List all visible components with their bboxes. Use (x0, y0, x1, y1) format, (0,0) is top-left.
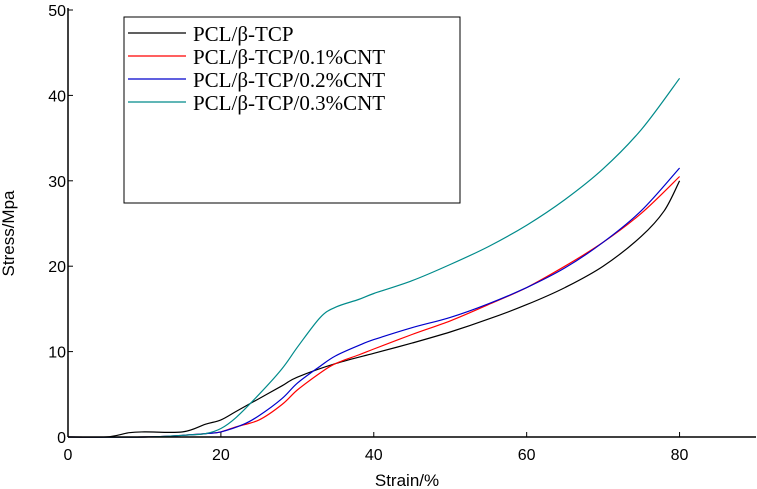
series-line-3 (67, 167, 681, 438)
y-axis-title: Stress/Mpa (0, 190, 18, 277)
y-axis-ticks: 0 10 20 30 40 50 (48, 3, 73, 447)
x-tick-label: 20 (212, 447, 230, 464)
legend: PCL/β-TCPPCL/β-TCP/0.1%CNTPCL/β-TCP/0.2%… (123, 16, 461, 204)
y-tick-label: 40 (48, 88, 66, 105)
series-lines (67, 77, 681, 438)
legend-box (123, 16, 461, 204)
legend-label-4: PCL/β-TCP/0.3%CNT (193, 91, 385, 115)
y-tick-label: 0 (57, 430, 66, 447)
y-tick-label: 30 (48, 174, 66, 191)
y-tick-label: 10 (48, 345, 66, 362)
x-tick-label: 0 (64, 447, 73, 464)
y-tick-label: 20 (48, 259, 66, 276)
x-tick-label: 80 (671, 447, 689, 464)
x-axis-ticks: 0 20 40 60 80 (64, 432, 689, 464)
y-tick-label: 50 (48, 3, 66, 20)
x-axis-title: Strain/% (375, 471, 439, 489)
series-line-4 (67, 77, 681, 438)
x-tick-label: 60 (518, 447, 536, 464)
legend-label-3: PCL/β-TCP/0.2%CNT (193, 68, 385, 92)
series-line-2 (67, 176, 681, 438)
series-line-1 (67, 180, 681, 438)
legend-label-2: PCL/β-TCP/0.1%CNT (193, 45, 385, 69)
x-tick-label: 40 (365, 447, 383, 464)
legend-label-1: PCL/β-TCP (193, 22, 294, 46)
